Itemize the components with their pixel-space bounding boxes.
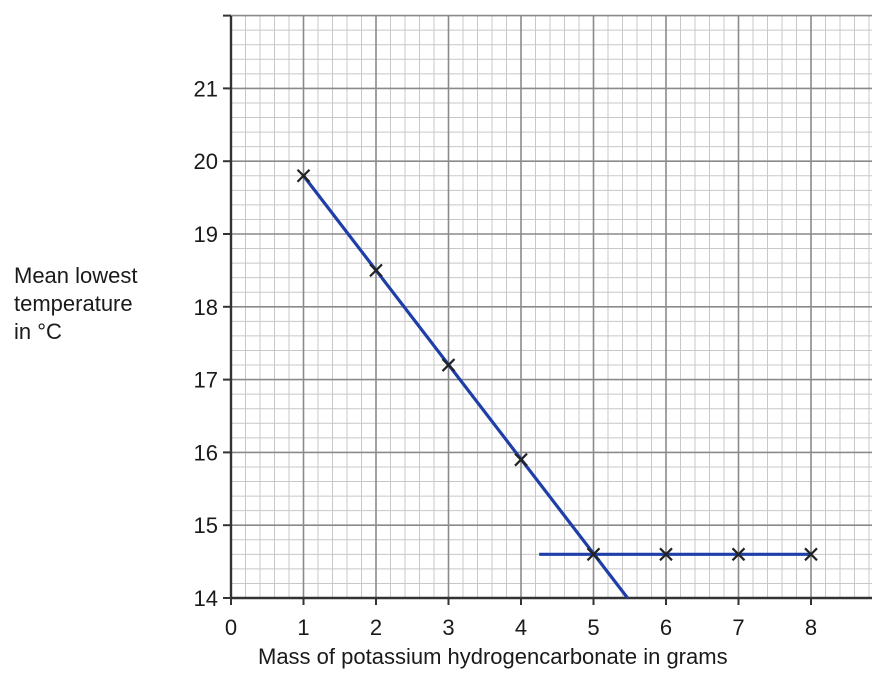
y-tick-label: 19 (194, 222, 218, 247)
data-point-cross (441, 358, 456, 372)
y-tick-label: 21 (194, 76, 218, 101)
data-point-cross (369, 263, 383, 278)
data-point-cross (586, 547, 601, 562)
x-tick-label: 7 (732, 615, 744, 640)
x-axis-label: Mass of potassium hydrogencarbonate in g… (258, 644, 728, 669)
y-tick-label: 18 (194, 295, 218, 320)
x-tick-label: 1 (297, 615, 309, 640)
x-tick-label: 2 (370, 615, 382, 640)
x-tick-label: 3 (442, 615, 454, 640)
data-point-cross (514, 452, 528, 467)
y-tick-label: 14 (194, 586, 218, 611)
data-point-cross (731, 547, 746, 562)
y-axis-label: Mean lowest temperature in °C (14, 262, 138, 346)
data-point-cross (296, 168, 311, 183)
axes (223, 14, 872, 605)
x-tick-label: 4 (515, 615, 527, 640)
grid-major (231, 14, 872, 598)
y-axis-label-line-1: Mean lowest (14, 263, 138, 288)
x-tick-label: 0 (225, 615, 237, 640)
data-point-cross (804, 547, 818, 562)
y-axis-label-line-2: temperature (14, 291, 133, 316)
x-tick-label: 8 (805, 615, 817, 640)
best-fit-lines (302, 174, 811, 599)
tick-labels: 0 1 2 3 4 5 6 7 8 14 15 16 17 18 19 20 21 (194, 76, 818, 640)
x-tick-label: 5 (587, 615, 599, 640)
data-markers (296, 168, 818, 562)
y-tick-label: 16 (194, 440, 218, 465)
x-tick-label: 6 (660, 615, 672, 640)
best-fit-line (302, 174, 629, 599)
data-point-cross (659, 547, 673, 562)
y-tick-label: 20 (194, 149, 218, 174)
y-tick-label: 15 (194, 513, 218, 538)
y-tick-label: 17 (194, 368, 218, 393)
y-axis-label-line-3: in °C (14, 319, 62, 344)
